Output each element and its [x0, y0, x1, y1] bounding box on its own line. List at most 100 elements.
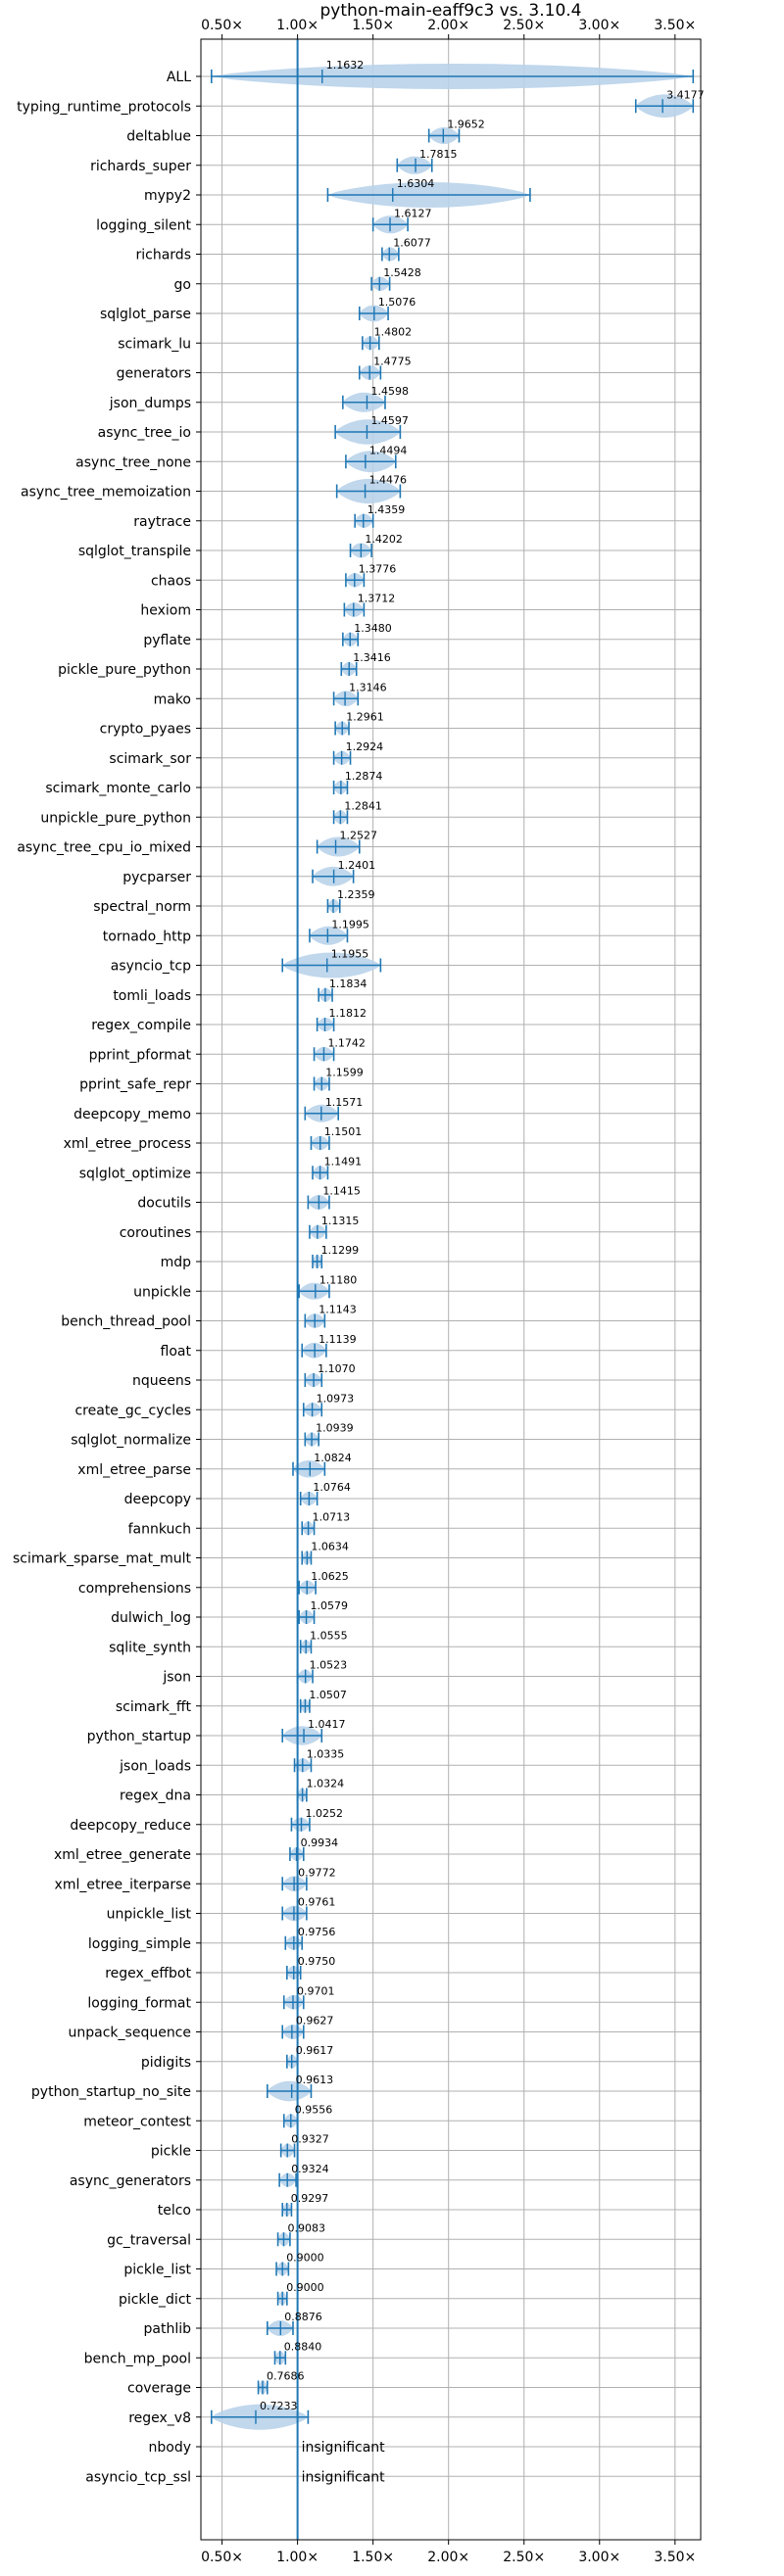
median-value-label: 1.0324 [307, 1778, 345, 1790]
median-value-label: 1.0523 [310, 1659, 348, 1672]
benchmark-label: go [174, 277, 191, 293]
median-value-label: 1.4476 [369, 474, 408, 487]
median-value-label: 1.4359 [368, 503, 406, 516]
benchmark-label: scimark_fft [116, 1699, 192, 1715]
x-tick-label-top: 2.00× [427, 18, 469, 33]
median-value-label: 0.9000 [286, 2281, 324, 2294]
median-value-label: 1.0417 [308, 1718, 346, 1731]
benchmark-label: nbody [149, 2440, 192, 2456]
median-value-label: 1.1632 [326, 59, 365, 72]
benchmark-label: asyncio_tcp [111, 959, 191, 975]
benchmark-label: sqlglot_optimize [79, 1166, 191, 1181]
median-value-label: 1.0824 [314, 1452, 352, 1464]
benchmark-label: create_gc_cycles [74, 1403, 191, 1418]
median-value-label: 1.2401 [338, 859, 376, 872]
benchmark-label: scimark_sparse_mat_mult [13, 1551, 191, 1567]
benchmark-label: coroutines [120, 1225, 191, 1241]
benchmark-label: json_loads [119, 1758, 191, 1774]
median-value-label: 1.5428 [383, 266, 421, 279]
median-value-label: 1.1491 [324, 1155, 363, 1168]
median-value-label: 1.4202 [365, 533, 403, 546]
median-value-label: 1.1070 [318, 1362, 356, 1375]
benchmark-label: spectral_norm [93, 899, 191, 915]
median-value-label: 1.3712 [358, 593, 396, 605]
benchmark-label: deltablue [126, 129, 191, 145]
median-value-label: 3.4177 [666, 88, 705, 101]
median-value-label: 1.2359 [337, 888, 375, 901]
median-value-label: 1.0555 [310, 1629, 348, 1642]
median-value-label: 1.3480 [354, 622, 392, 635]
median-value-label: 1.1299 [321, 1244, 360, 1257]
benchmark-label: bench_thread_pool [61, 1314, 191, 1330]
benchmark-label: scimark_lu [118, 336, 191, 352]
median-value-label: 0.8876 [284, 2311, 322, 2323]
median-value-label: 1.1180 [319, 1273, 358, 1286]
median-value-label: 0.8840 [284, 2340, 322, 2353]
median-value-label: 0.9613 [296, 2074, 334, 2086]
benchmark-label: docutils [137, 1196, 191, 1212]
benchmark-label: raytrace [133, 514, 191, 530]
median-value-label: 1.2924 [346, 740, 384, 753]
x-tick-label-bottom: 1.00× [276, 2550, 318, 2565]
median-value-label: 0.9934 [301, 1837, 339, 1849]
benchmark-label: logging_silent [96, 217, 191, 233]
median-value-label: 1.0507 [309, 1689, 347, 1701]
benchmark-label: pickle_list [123, 2263, 191, 2278]
benchmark-label: mako [154, 692, 191, 707]
x-tick-label-bottom: 2.50× [503, 2550, 545, 2565]
median-value-label: 1.3416 [353, 651, 391, 664]
benchmark-label: async_tree_memoization [21, 485, 191, 501]
benchmark-label: pickle [151, 2144, 191, 2160]
benchmark-label: mypy2 [144, 188, 191, 204]
benchmark-label: pidigits [141, 2055, 191, 2071]
median-value-label: 1.4802 [374, 325, 413, 338]
x-tick-label-top: 3.50× [654, 18, 696, 33]
benchmark-label: python_startup [87, 1729, 191, 1744]
benchmark-label: deepcopy_memo [74, 1107, 191, 1122]
median-value-label: 1.3146 [349, 681, 387, 693]
benchmark-label: bench_mp_pool [84, 2351, 191, 2366]
benchmark-label: mdp [161, 1255, 192, 1270]
median-value-label: 0.7233 [260, 2400, 298, 2412]
benchmark-label: pyflate [143, 633, 191, 648]
benchmark-labels: ALL typing_runtime_protocols deltablue rich… [13, 70, 191, 2485]
median-value-label: 1.1143 [318, 1304, 357, 1316]
median-value-label: 1.2874 [345, 770, 383, 783]
benchmark-label: float [161, 1344, 192, 1360]
benchmark-label: nqueens [132, 1373, 191, 1389]
benchmark-label: comprehensions [78, 1581, 191, 1597]
median-value-label: 0.9701 [297, 1984, 335, 1997]
x-tick-label-top: 1.50× [352, 18, 394, 33]
benchmark-label: meteor_contest [83, 2114, 191, 2129]
benchmark-label: regex_effbot [105, 1966, 191, 1981]
benchmark-label: regex_dna [120, 1789, 191, 1804]
benchmark-label: pprint_safe_repr [79, 1077, 191, 1093]
median-value-label: 0.9297 [291, 2192, 329, 2205]
benchmark-label: async_tree_io [98, 425, 191, 441]
median-value-label: 0.9772 [298, 1866, 336, 1879]
benchmark-label: unpickle [133, 1284, 191, 1300]
median-value-label: 1.4597 [370, 414, 409, 427]
benchmark-label: async_generators [70, 2173, 191, 2189]
insignificant-label: insignificant [302, 2440, 386, 2456]
median-value-label: 1.0973 [317, 1392, 355, 1405]
median-value-label: 1.2841 [344, 799, 382, 812]
median-value-label: 1.5076 [378, 296, 416, 309]
benchmark-label: pprint_pformat [89, 1047, 192, 1063]
median-value-label: 1.0252 [305, 1807, 343, 1820]
benchmark-label: unpickle_pure_python [40, 810, 191, 826]
benchmark-label: unpickle_list [107, 1907, 192, 1923]
median-value-label: 0.9000 [286, 2252, 324, 2265]
benchmark-label: sqlglot_normalize [71, 1433, 191, 1449]
axis-ticks: 0.50× 0.50× 1.00× 1.00× 1.50× 1.50× 2.00× 2.00×… [196, 18, 696, 2565]
x-tick-label-bottom: 2.00× [427, 2550, 469, 2565]
benchmark-label: python_startup_no_site [31, 2084, 191, 2100]
benchmark-label: scimark_sor [109, 751, 191, 767]
benchmark-label: ALL [167, 70, 191, 85]
benchmark-label: typing_runtime_protocols [17, 99, 191, 115]
benchmark-label: richards_super [90, 159, 191, 174]
grid-lines [201, 39, 701, 2540]
median-value-label: 1.7815 [419, 148, 458, 161]
median-value-label: 1.1834 [329, 978, 368, 990]
benchmark-label: gc_traversal [107, 2232, 191, 2248]
